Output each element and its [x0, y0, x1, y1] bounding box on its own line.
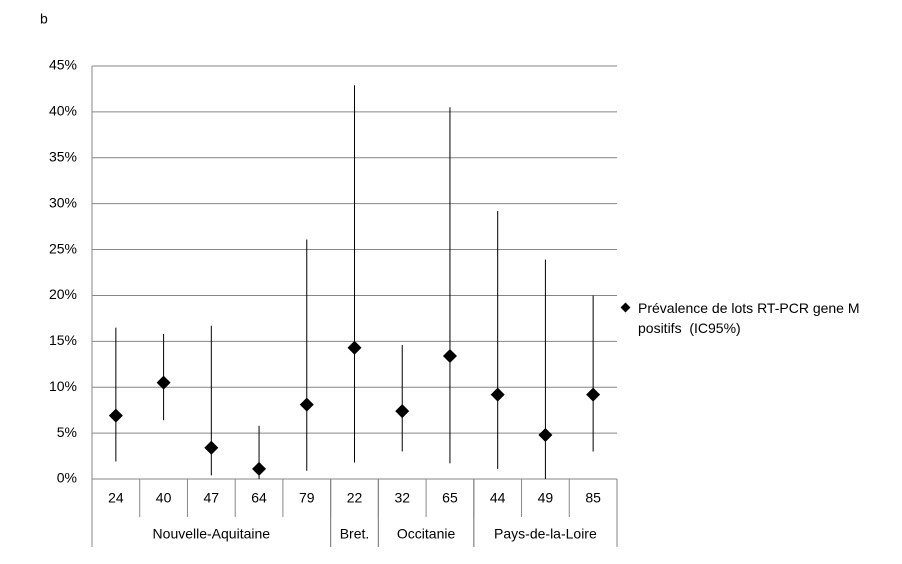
x-tick-label: 32 — [394, 490, 410, 506]
diamond-marker — [108, 408, 123, 423]
x-tick-label: 85 — [585, 490, 601, 506]
y-tick-label: 30% — [49, 194, 77, 210]
y-tick-label: 15% — [49, 332, 77, 348]
y-tick-label: 45% — [49, 57, 77, 73]
y-tick-label: 5% — [57, 424, 77, 440]
y-tick-label: 20% — [49, 286, 77, 302]
y-tick-label: 0% — [57, 470, 77, 486]
x-tick-label: 24 — [108, 490, 124, 506]
x-tick-label: 79 — [299, 490, 315, 506]
x-tick-label: 22 — [347, 490, 363, 506]
diamond-marker — [347, 340, 362, 355]
panel-label: b — [40, 11, 48, 27]
diamond-marker — [586, 387, 601, 402]
y-tick-label: 35% — [49, 148, 77, 164]
group-label: Bret. — [340, 526, 370, 542]
legend-entry: Prévalence de lots RT-PCR gene M positif… — [620, 298, 890, 338]
x-tick-label: 64 — [251, 490, 267, 506]
diamond-marker — [442, 349, 457, 364]
x-tick-label: 65 — [442, 490, 458, 506]
y-tick-label: 40% — [49, 103, 77, 119]
diamond-marker — [299, 397, 314, 412]
diamond-marker — [538, 427, 553, 442]
legend: Prévalence de lots RT-PCR gene M positif… — [620, 298, 890, 338]
diamond-marker — [395, 404, 410, 419]
y-tick-label: 25% — [49, 240, 77, 256]
diamond-marker — [252, 461, 267, 476]
diamond-marker — [204, 440, 219, 455]
legend-label: Prévalence de lots RT-PCR gene M positif… — [638, 300, 864, 336]
x-tick-label: 49 — [538, 490, 554, 506]
group-label: Pays-de-la-Loire — [494, 526, 597, 542]
legend-marker — [620, 302, 631, 313]
x-tick-label: 44 — [490, 490, 506, 506]
x-tick-label: 40 — [156, 490, 172, 506]
diamond-marker — [490, 387, 505, 402]
x-tick-label: 47 — [204, 490, 220, 506]
group-label: Nouvelle-Aquitaine — [153, 526, 271, 542]
y-tick-label: 10% — [49, 378, 77, 394]
group-label: Occitanie — [397, 526, 456, 542]
diamond-marker — [156, 375, 171, 390]
